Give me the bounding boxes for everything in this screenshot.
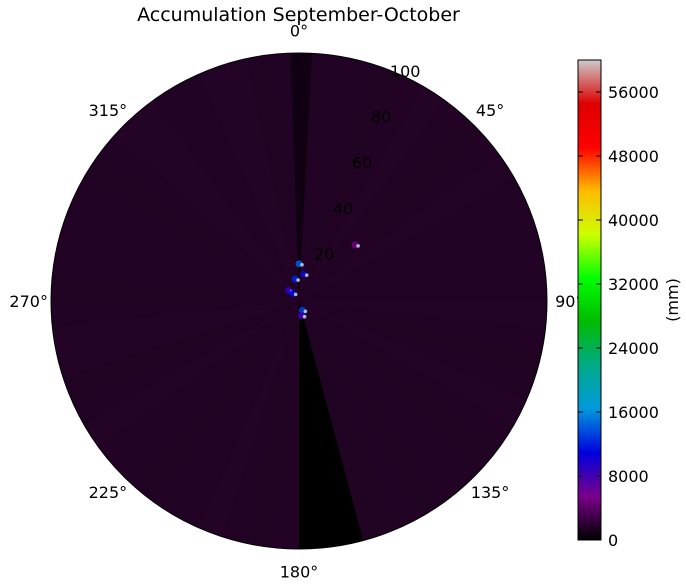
colorbar-tick-label: 24000 (608, 339, 659, 358)
angle-tick-labels: 0° 45° 90° 135° 180° 225° 270° 315° (9, 22, 583, 582)
field-texture-sector (51, 301, 299, 327)
field-texture-sector (114, 301, 300, 486)
field-texture-sector (299, 301, 500, 467)
field-texture-sector (198, 65, 299, 301)
colorbar-tick-label: 48000 (608, 147, 659, 166)
field-texture-sector (299, 135, 500, 301)
field-texture-sector (299, 100, 465, 301)
dark-north-strip (290, 52, 312, 301)
field-texture-sector (299, 58, 376, 301)
field-texture-sector (299, 177, 526, 301)
field-texture-sector (299, 74, 423, 301)
hotspot-highlight (296, 278, 300, 282)
angle-tick-label: 135° (471, 483, 510, 502)
colorbar: 0 8000 16000 24000 32000 40000 48000 56000 (mm) (577, 59, 682, 550)
field-texture-sector (114, 116, 300, 302)
field-texture-sector (299, 86, 445, 301)
field-texture-sector (247, 301, 299, 548)
field-texture-sector (63, 200, 299, 301)
field-texture-sector (52, 301, 300, 353)
colorbar-scale (577, 59, 602, 541)
field-texture-sector (299, 301, 484, 486)
plot-area (50, 52, 548, 550)
field-texture-sector (153, 301, 299, 516)
field-texture-sector (72, 301, 299, 425)
radial-tick-label: 40 (333, 199, 353, 218)
colorbar-label: (mm) (663, 278, 682, 322)
field-texture-sector (52, 249, 300, 301)
field-texture-sector (299, 224, 542, 301)
field-texture-sector (133, 301, 299, 502)
field-texture-sector (133, 100, 299, 301)
field-texture-sector (299, 301, 400, 537)
field-texture-sector (84, 155, 299, 301)
field-texture-sector (299, 301, 542, 378)
field-texture-sector (299, 200, 535, 301)
field-texture-sector (198, 301, 299, 537)
hotspot-highlight (302, 314, 307, 319)
colorbar-tick-label: 16000 (608, 403, 659, 422)
hotspot-highlight (356, 244, 360, 248)
colorbar-tick-label: 8000 (608, 467, 649, 486)
field-texture-sector (175, 74, 299, 301)
field-texture-sector (51, 275, 299, 301)
colorbar-tick-label: 0 (608, 531, 618, 550)
hotspot-highlight (303, 309, 308, 314)
field-texture-sector (98, 135, 299, 301)
radial-tick-label: 100 (390, 62, 421, 81)
min-value-sector (299, 301, 364, 549)
field-texture-sector (299, 301, 535, 402)
chart-title: Accumulation September-October (137, 4, 460, 26)
field-texture-sector (175, 301, 299, 528)
field-texture-sector (299, 301, 546, 353)
angle-tick-label: 180° (280, 562, 319, 581)
colorbar-tick-label: 56000 (608, 83, 659, 102)
field-texture-sector (299, 155, 514, 301)
angle-tick-label: 315° (89, 101, 128, 120)
field-texture-sector (273, 301, 299, 549)
field-texture-sector (299, 65, 400, 301)
hotspot-highlight (300, 263, 304, 267)
hotspot-highlight (304, 273, 309, 277)
hotspot-highlight (293, 292, 298, 297)
field-texture-sector (299, 301, 423, 528)
field-texture-sector (72, 177, 299, 301)
angle-tick-label: 45° (476, 101, 504, 120)
field-texture-sector (56, 224, 299, 301)
colorbar-tick-label: 32000 (608, 275, 659, 294)
field-texture-sector (299, 301, 465, 502)
polar-outline (50, 52, 548, 550)
field-texture-sector (299, 249, 546, 301)
colorbar-tick-label: 40000 (608, 211, 659, 230)
radial-tick-labels: 20 40 60 80 100 (314, 62, 420, 264)
field-texture-sector (63, 301, 299, 402)
field-texture-sector (222, 301, 299, 544)
field-texture-sector (299, 54, 351, 302)
angle-tick-label: 0° (290, 22, 308, 41)
angle-tick-label: 270° (9, 292, 48, 311)
field-texture-sector (222, 58, 299, 301)
radial-tick-label: 20 (314, 245, 334, 264)
field-texture-sector (299, 301, 514, 447)
field-texture-sector (247, 54, 299, 302)
radial-tick-label: 80 (371, 108, 391, 127)
field-texture-sector (299, 301, 526, 425)
field-texture-sector (84, 301, 299, 447)
field-texture-sector (299, 275, 547, 301)
field-texture-sector (299, 301, 547, 327)
field-texture-sector (299, 116, 484, 302)
angle-tick-label: 90° (555, 292, 583, 311)
radial-tick-label: 60 (352, 154, 372, 173)
field-texture-sector (56, 301, 299, 378)
field-texture-sector (299, 301, 376, 544)
angle-tick-label: 225° (89, 483, 128, 502)
field-texture-sector (98, 301, 299, 467)
field-texture-sector (299, 301, 445, 516)
field-texture-sector (153, 86, 299, 301)
